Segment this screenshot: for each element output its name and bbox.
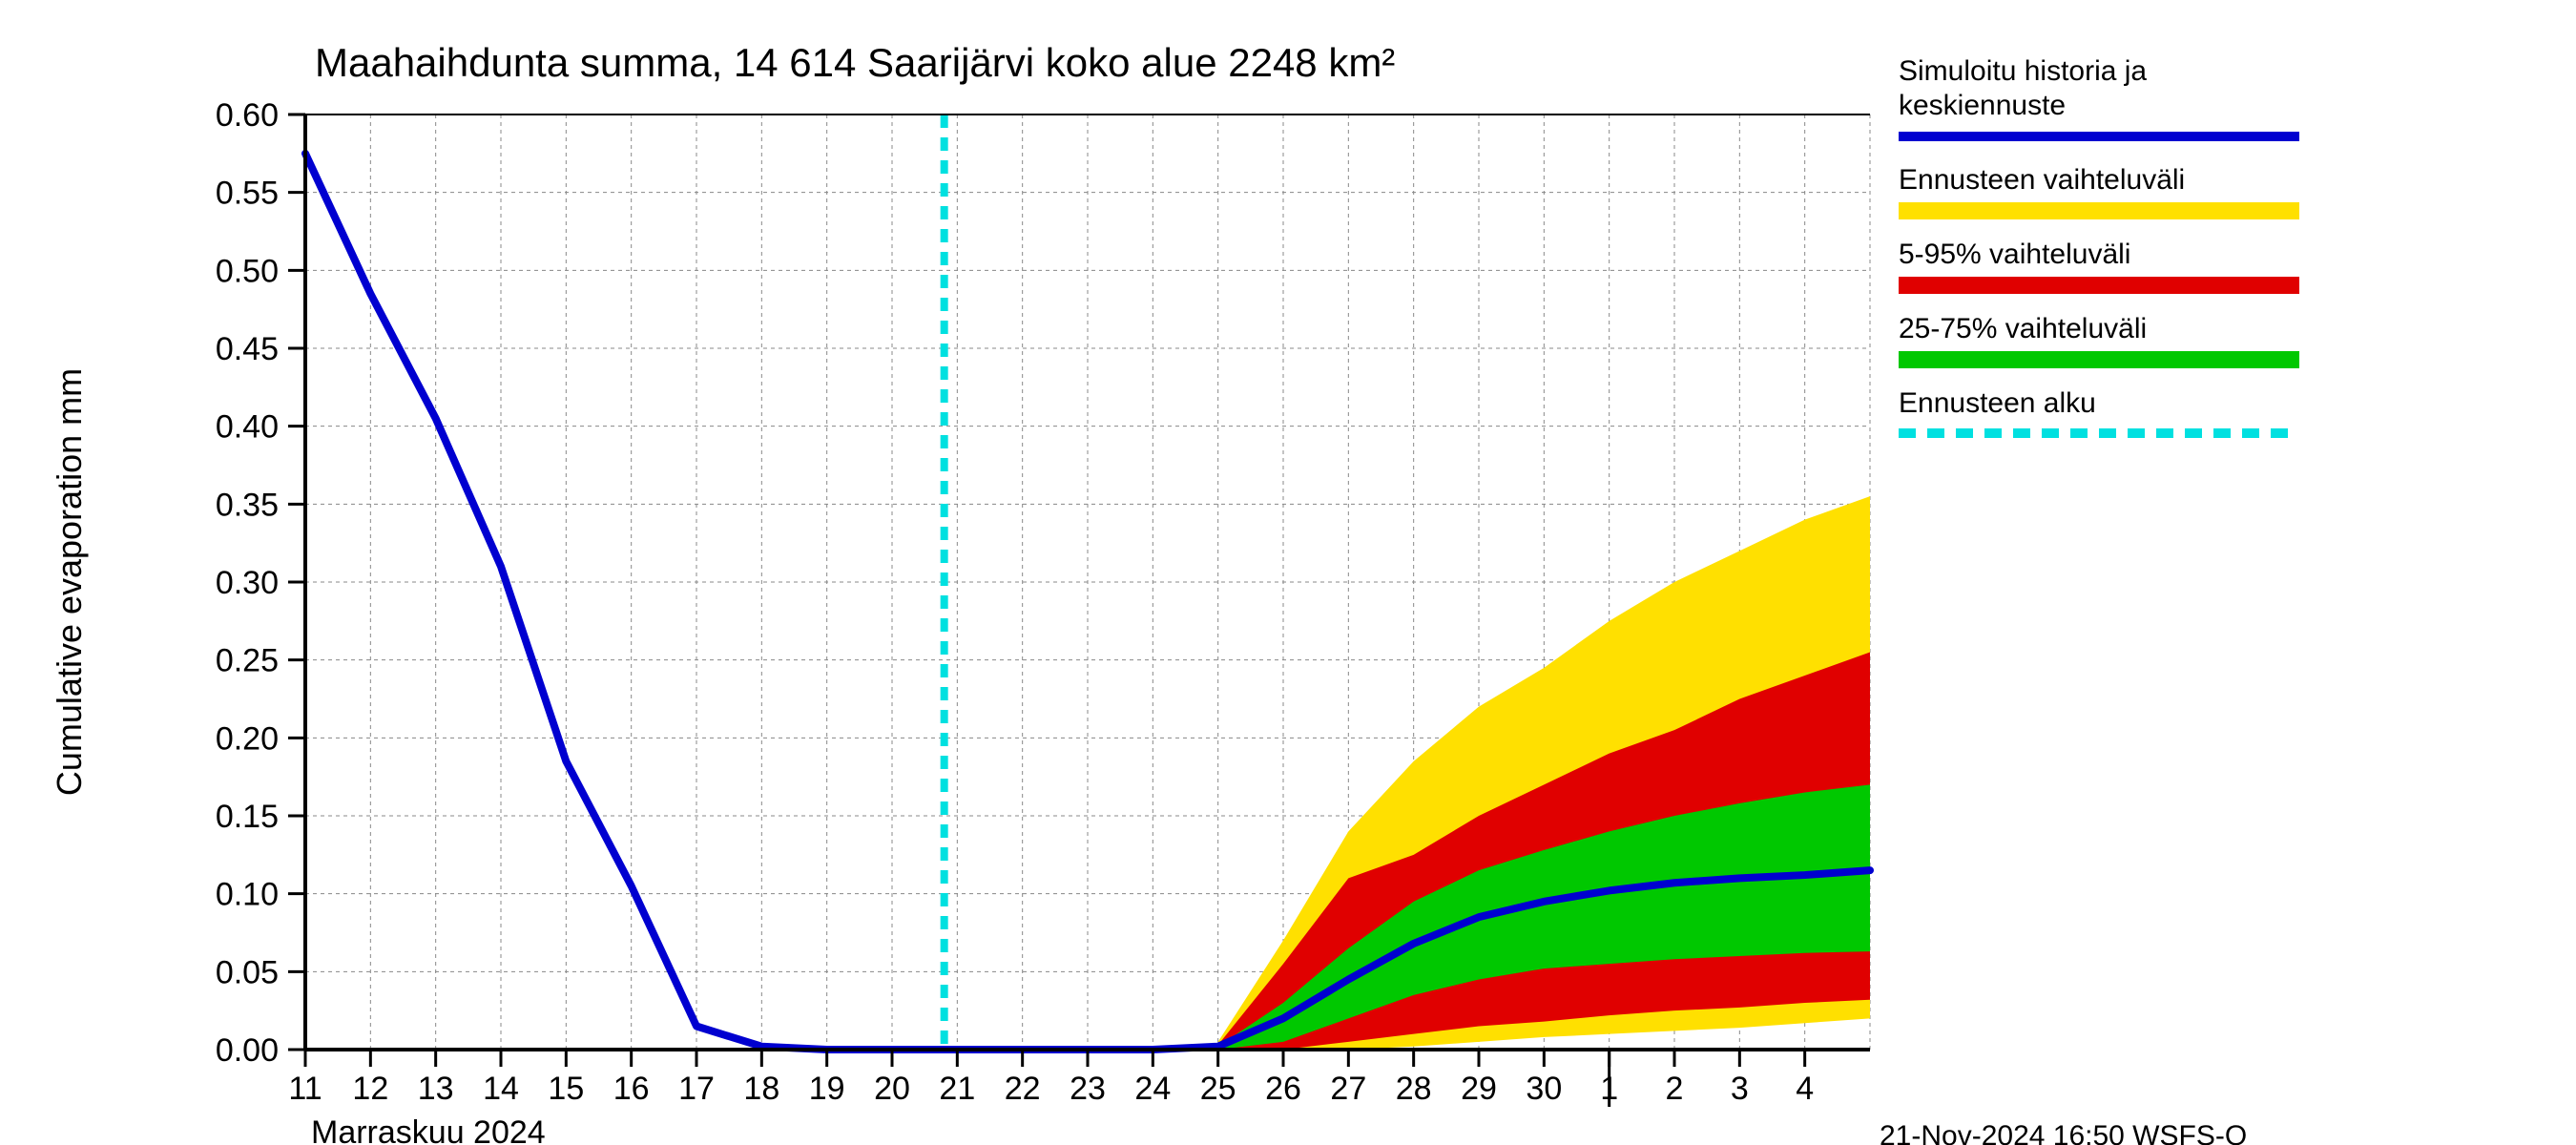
legend-label: Ennusteen alku: [1899, 387, 2096, 419]
y-tick-label: 0.25: [216, 643, 279, 679]
x-tick-label: 11: [288, 1071, 322, 1107]
x-tick-label: 13: [418, 1071, 454, 1107]
x-tick-label: 25: [1200, 1071, 1236, 1107]
y-tick-label: 0.55: [216, 176, 279, 212]
legend-swatch: [1899, 202, 2299, 219]
legend-label: 25-75% vaihteluväli: [1899, 313, 2147, 344]
y-tick-label: 0.40: [216, 409, 279, 446]
x-month-label-1: Marraskuu 2024: [311, 1114, 546, 1145]
chart-title: Maahaihdunta summa, 14 614 Saarijärvi ko…: [315, 40, 1395, 85]
x-tick-label: 27: [1330, 1071, 1366, 1107]
y-tick-label: 0.15: [216, 799, 279, 835]
x-tick-label: 19: [809, 1071, 845, 1107]
x-tick-label: 28: [1396, 1071, 1432, 1107]
legend-label: Ennusteen vaihteluväli: [1899, 164, 2185, 196]
y-tick-label: 0.30: [216, 565, 279, 601]
y-tick-label: 0.45: [216, 331, 279, 367]
x-tick-label: 17: [678, 1071, 715, 1107]
y-tick-label: 0.20: [216, 720, 279, 757]
x-tick-label: 4: [1796, 1071, 1814, 1107]
x-tick-label: 22: [1005, 1071, 1041, 1107]
legend-swatch: [1899, 351, 2299, 368]
y-tick-label: 0.50: [216, 253, 279, 289]
x-tick-label: 14: [483, 1071, 519, 1107]
legend-label: Simuloitu historia ja: [1899, 55, 2147, 87]
x-tick-label: 21: [939, 1071, 975, 1107]
x-tick-label: 23: [1070, 1071, 1106, 1107]
y-tick-label: 0.35: [216, 487, 279, 523]
footer-timestamp: 21-Nov-2024 16:50 WSFS-O: [1880, 1120, 2247, 1145]
y-tick-label: 0.05: [216, 954, 279, 990]
y-tick-label: 0.10: [216, 877, 279, 913]
y-axis-label: Cumulative evaporation mm: [50, 368, 89, 796]
x-tick-label: 2: [1666, 1071, 1684, 1107]
x-tick-label: 20: [874, 1071, 910, 1107]
x-tick-label: 30: [1526, 1071, 1562, 1107]
chart-container: 0.00 0.05 0.10 0.15 0.20 0.25 0.30 0.35 0.40 0.45…: [0, 0, 2576, 1145]
x-tick-label: 29: [1461, 1071, 1497, 1107]
x-tick-label: 16: [613, 1071, 650, 1107]
legend-label: keskiennuste: [1899, 90, 2066, 121]
legend-swatch: [1899, 132, 2299, 141]
legend-swatch: [1899, 277, 2299, 294]
chart-svg: 0.00 0.05 0.10 0.15 0.20 0.25 0.30 0.35 0.40 0.45…: [0, 0, 2576, 1145]
y-tick-label: 0.00: [216, 1032, 279, 1069]
x-tick-label: 26: [1265, 1071, 1301, 1107]
x-tick-label: 12: [352, 1071, 388, 1107]
x-tick-label: 15: [548, 1071, 584, 1107]
x-tick-label: 18: [743, 1071, 779, 1107]
x-tick-label: 24: [1134, 1071, 1171, 1107]
legend-label: 5-95% vaihteluväli: [1899, 239, 2130, 270]
y-tick-label: 0.60: [216, 97, 279, 134]
x-tick-label: 3: [1731, 1071, 1749, 1107]
